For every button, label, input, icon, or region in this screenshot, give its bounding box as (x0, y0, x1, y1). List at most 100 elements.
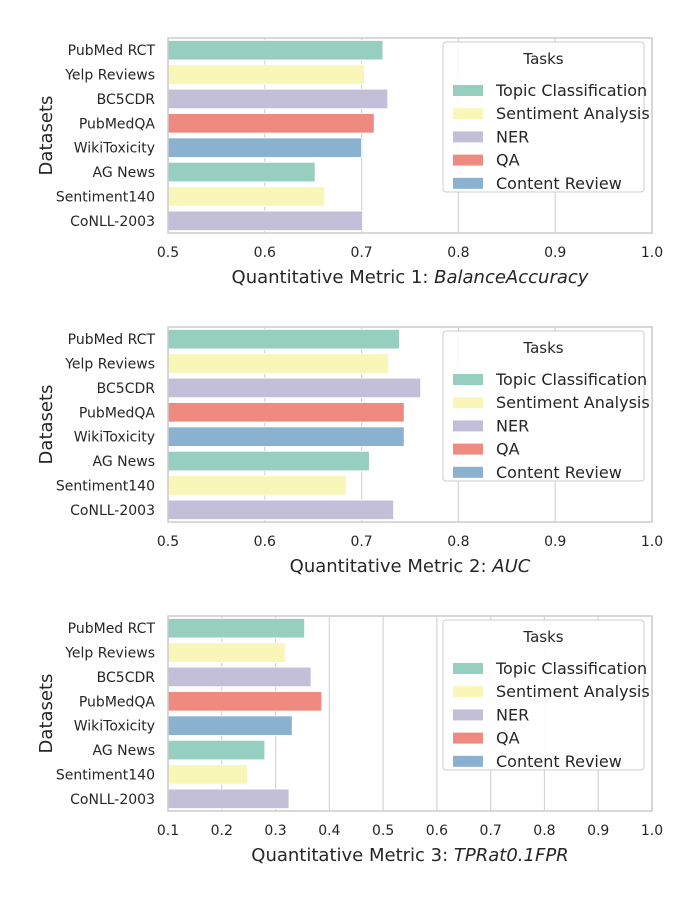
legend-label: Content Review (496, 174, 622, 193)
legend-label: QA (496, 151, 520, 170)
x-tick-label: 0.5 (157, 534, 179, 550)
legend-label: NER (496, 416, 529, 435)
bar-pubmedqa (167, 691, 323, 712)
legend-box (442, 41, 645, 193)
bar-wikitoxicity (167, 715, 293, 736)
bar-conll-2003 (167, 499, 394, 520)
bar-yelp-reviews (167, 642, 286, 663)
legend-title: Tasks (522, 50, 563, 68)
y-tick-label: CoNLL-2003 (70, 503, 155, 519)
plot-frame (167, 326, 653, 523)
bar-pubmed-rct (167, 40, 384, 61)
legend-label: Sentiment Analysis (496, 104, 650, 123)
x-tick-label: 0.2 (211, 823, 233, 839)
legend-box (442, 330, 645, 482)
bar-ag-news (167, 739, 266, 761)
legend-swatch (453, 755, 483, 767)
x-tick-label: 0.9 (587, 823, 609, 839)
bar-bc5cdr (167, 88, 389, 110)
x-tick-label: 0.5 (372, 823, 394, 839)
legend-swatch (453, 443, 483, 455)
bar-ag-news (167, 161, 316, 183)
legend-label: Content Review (496, 463, 622, 482)
plot-frame (167, 37, 653, 234)
legend-label: Sentiment Analysis (496, 393, 650, 412)
bar-sentiment140 (167, 186, 326, 207)
legend-swatch (453, 131, 483, 143)
legend-swatch (453, 466, 483, 478)
legend-swatch (453, 686, 483, 698)
x-axis-title: Quantitative Metric 3: TPRat0.1FPR (251, 845, 568, 866)
y-tick-label: CoNLL-2003 (70, 792, 155, 808)
bar-wikitoxicity (167, 426, 405, 447)
legend-title: Tasks (522, 628, 563, 646)
x-axis-title-metric: TPRat0.1FPR (454, 845, 569, 866)
legend-swatch (453, 177, 483, 189)
legend-label: Topic Classification (495, 659, 647, 678)
x-tick-label: 0.7 (350, 245, 372, 261)
legend-label: Content Review (496, 752, 622, 771)
y-axis-title: Datasets (36, 674, 57, 754)
x-tick-label: 0.8 (533, 823, 555, 839)
x-tick-label: 0.7 (480, 823, 502, 839)
plot-frame (167, 615, 653, 812)
x-tick-label: 0.3 (264, 823, 286, 839)
y-tick-label: PubMedQA (79, 694, 156, 710)
x-tick-label: 0.6 (254, 245, 276, 261)
bar-wikitoxicity (167, 137, 363, 158)
y-tick-label: Sentiment140 (56, 478, 155, 494)
bar-pubmedqa (167, 113, 375, 134)
y-tick-label: AG News (93, 165, 155, 181)
x-axis-title-prefix: Quantitative Metric 1: (232, 267, 435, 288)
bar-pubmedqa (167, 402, 405, 423)
legend-label: Sentiment Analysis (496, 682, 650, 701)
legend-label: Topic Classification (495, 370, 647, 389)
y-tick-label: PubMed RCT (68, 621, 156, 637)
x-tick-label: 0.7 (350, 534, 372, 550)
legend-swatch (453, 374, 483, 385)
bar-ag-news (167, 450, 370, 472)
bar-pubmed-rct (167, 329, 400, 350)
legend-swatch (453, 420, 483, 432)
x-axis-title: Quantitative Metric 1: BalanceAccuracy (232, 267, 589, 288)
y-tick-label: Sentiment140 (56, 767, 155, 783)
y-axis-title: Datasets (36, 385, 57, 465)
bar-bc5cdr (167, 666, 312, 688)
chart-panel-2: PubMed RCT Yelp Reviews BC5CDR PubMedQA Wiki… (36, 326, 663, 577)
legend: Tasks Topic Classification Sentiment Analy… (442, 330, 650, 482)
x-tick-label: 0.1 (157, 823, 179, 839)
bar-pubmed-rct (167, 618, 305, 639)
legend-swatch (453, 709, 483, 721)
x-tick-label: 0.9 (544, 245, 566, 261)
x-tick-label: 0.6 (254, 534, 276, 550)
y-tick-label: AG News (93, 454, 155, 470)
chart-panel-3: PubMed RCT Yelp Reviews BC5CDR PubMedQA Wiki… (36, 615, 663, 866)
legend-swatch (453, 108, 483, 120)
legend-label: QA (496, 729, 520, 748)
y-tick-label: PubMed RCT (68, 332, 156, 348)
legend: Tasks Topic Classification Sentiment Analy… (442, 619, 650, 771)
bar-bc5cdr (167, 377, 422, 399)
bar-conll-2003 (167, 788, 290, 809)
y-tick-label: Yelp Reviews (64, 357, 155, 373)
legend-label: Topic Classification (495, 81, 647, 100)
y-tick-label: PubMedQA (79, 116, 156, 132)
bar-yelp-reviews (167, 64, 365, 85)
y-tick-label: AG News (93, 743, 155, 759)
x-axis-title-metric: AUC (491, 556, 530, 577)
x-tick-label: 1.0 (641, 534, 663, 550)
bar-yelp-reviews (167, 353, 390, 374)
bar-conll-2003 (167, 210, 363, 231)
x-tick-label: 0.8 (447, 245, 469, 261)
y-tick-label: BC5CDR (97, 670, 156, 686)
y-tick-label: CoNLL-2003 (70, 214, 155, 230)
y-tick-label: WikiToxicity (74, 141, 155, 157)
legend-swatch (453, 397, 483, 409)
y-tick-label: WikiToxicity (74, 430, 155, 446)
y-tick-label: Yelp Reviews (64, 68, 155, 84)
bar-sentiment140 (167, 475, 347, 496)
x-axis-title-prefix: Quantitative Metric 2: (290, 556, 493, 577)
y-tick-label: Yelp Reviews (64, 646, 155, 662)
x-tick-label: 1.0 (641, 245, 663, 261)
